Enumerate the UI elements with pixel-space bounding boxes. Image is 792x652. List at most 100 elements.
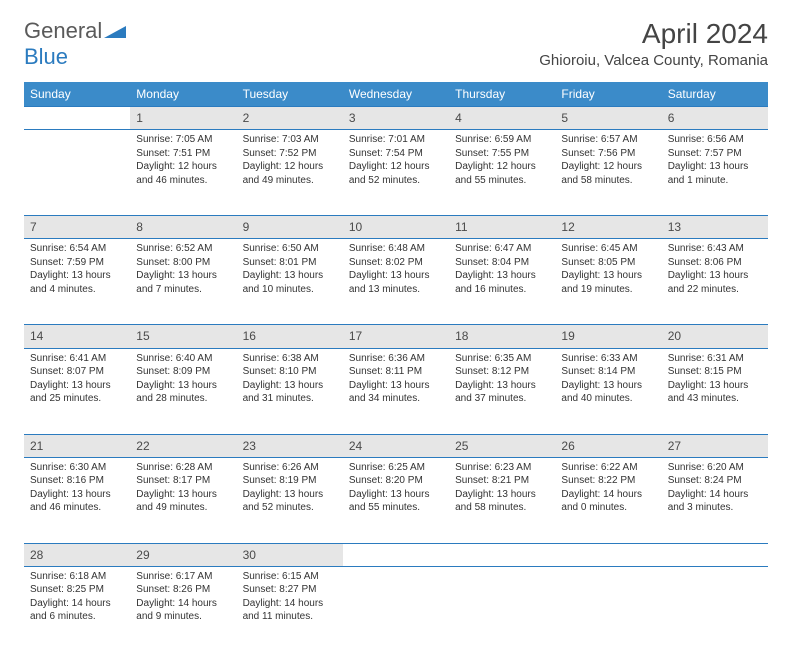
day-cell-line: Daylight: 14 hours [30, 597, 124, 611]
day-cell-line: Sunrise: 6:35 AM [455, 352, 549, 366]
day-cell-line: Sunrise: 6:33 AM [561, 352, 655, 366]
day-header-row: SundayMondayTuesdayWednesdayThursdayFrid… [24, 82, 768, 107]
day-number-cell: 13 [662, 216, 768, 239]
logo-triangle-icon [104, 18, 126, 44]
day-cell: Sunrise: 6:15 AMSunset: 8:27 PMDaylight:… [237, 566, 343, 652]
day-cell-line: Sunrise: 6:36 AM [349, 352, 443, 366]
day-cell: Sunrise: 6:26 AMSunset: 8:19 PMDaylight:… [237, 457, 343, 543]
day-cell: Sunrise: 6:23 AMSunset: 8:21 PMDaylight:… [449, 457, 555, 543]
day-cell: Sunrise: 6:57 AMSunset: 7:56 PMDaylight:… [555, 130, 661, 216]
day-cell-line: Daylight: 13 hours [243, 488, 337, 502]
day-cell-line: Daylight: 14 hours [243, 597, 337, 611]
day-cell-line: Sunrise: 6:18 AM [30, 570, 124, 584]
day-data-row: Sunrise: 6:41 AMSunset: 8:07 PMDaylight:… [24, 348, 768, 434]
day-cell-line: Sunset: 7:52 PM [243, 147, 337, 161]
day-cell-line: Sunset: 8:26 PM [136, 583, 230, 597]
day-cell [449, 566, 555, 652]
day-cell-line: and 58 minutes. [455, 501, 549, 515]
day-cell: Sunrise: 6:59 AMSunset: 7:55 PMDaylight:… [449, 130, 555, 216]
logo-text: General Blue [24, 18, 126, 70]
day-data-row: Sunrise: 7:05 AMSunset: 7:51 PMDaylight:… [24, 130, 768, 216]
day-cell-line: Sunset: 8:27 PM [243, 583, 337, 597]
day-cell-line: Sunrise: 6:43 AM [668, 242, 762, 256]
day-number-cell: 16 [237, 325, 343, 348]
day-number-cell: 17 [343, 325, 449, 348]
day-cell-line: and 25 minutes. [30, 392, 124, 406]
day-cell-line: Daylight: 13 hours [455, 269, 549, 283]
day-cell: Sunrise: 6:54 AMSunset: 7:59 PMDaylight:… [24, 239, 130, 325]
day-cell-line: Sunset: 8:05 PM [561, 256, 655, 270]
day-cell-line: Sunrise: 6:31 AM [668, 352, 762, 366]
day-number-cell: 12 [555, 216, 661, 239]
day-cell-line: and 10 minutes. [243, 283, 337, 297]
day-cell: Sunrise: 6:22 AMSunset: 8:22 PMDaylight:… [555, 457, 661, 543]
day-cell-line: Daylight: 12 hours [455, 160, 549, 174]
day-cell-line: Sunset: 8:07 PM [30, 365, 124, 379]
title-block: April 2024 Ghioroiu, Valcea County, Roma… [539, 18, 768, 69]
day-cell: Sunrise: 6:25 AMSunset: 8:20 PMDaylight:… [343, 457, 449, 543]
day-cell-line: Sunset: 8:17 PM [136, 474, 230, 488]
day-number-cell: 30 [237, 543, 343, 566]
day-cell: Sunrise: 6:35 AMSunset: 8:12 PMDaylight:… [449, 348, 555, 434]
day-number-cell: 21 [24, 434, 130, 457]
day-cell-line: and 7 minutes. [136, 283, 230, 297]
day-cell-line: and 43 minutes. [668, 392, 762, 406]
day-cell-line: Sunset: 7:57 PM [668, 147, 762, 161]
day-cell-line: and 46 minutes. [30, 501, 124, 515]
day-cell-line: Sunset: 8:12 PM [455, 365, 549, 379]
logo-word-general: General [24, 18, 102, 43]
day-number-cell: 4 [449, 107, 555, 130]
day-cell-line: and 49 minutes. [136, 501, 230, 515]
day-cell-line: and 58 minutes. [561, 174, 655, 188]
day-cell-line: and 19 minutes. [561, 283, 655, 297]
day-cell-line: Sunset: 7:59 PM [30, 256, 124, 270]
day-cell: Sunrise: 6:18 AMSunset: 8:25 PMDaylight:… [24, 566, 130, 652]
day-cell: Sunrise: 6:48 AMSunset: 8:02 PMDaylight:… [343, 239, 449, 325]
day-number-cell: 23 [237, 434, 343, 457]
day-number-cell: 7 [24, 216, 130, 239]
day-cell: Sunrise: 6:52 AMSunset: 8:00 PMDaylight:… [130, 239, 236, 325]
day-cell-line: Daylight: 13 hours [455, 488, 549, 502]
day-cell-line: and 0 minutes. [561, 501, 655, 515]
day-number-cell: 11 [449, 216, 555, 239]
day-header: Friday [555, 82, 661, 107]
day-cell-line: and 46 minutes. [136, 174, 230, 188]
day-cell-line: Daylight: 12 hours [136, 160, 230, 174]
day-header: Thursday [449, 82, 555, 107]
day-cell-line: and 52 minutes. [349, 174, 443, 188]
day-cell-line: Sunset: 7:54 PM [349, 147, 443, 161]
day-cell-line: and 3 minutes. [668, 501, 762, 515]
day-cell-line: Daylight: 14 hours [136, 597, 230, 611]
day-cell-line: Sunset: 8:19 PM [243, 474, 337, 488]
day-cell-line: Sunset: 8:01 PM [243, 256, 337, 270]
day-cell-line: Sunset: 8:02 PM [349, 256, 443, 270]
day-cell-line: Sunset: 7:55 PM [455, 147, 549, 161]
day-cell: Sunrise: 6:28 AMSunset: 8:17 PMDaylight:… [130, 457, 236, 543]
day-cell-line: Sunset: 8:09 PM [136, 365, 230, 379]
day-cell-line: and 11 minutes. [243, 610, 337, 624]
day-number-cell: 26 [555, 434, 661, 457]
day-cell-line: Sunset: 8:04 PM [455, 256, 549, 270]
day-cell-line: Daylight: 13 hours [668, 379, 762, 393]
day-cell-line: Daylight: 13 hours [668, 269, 762, 283]
day-cell-line: and 34 minutes. [349, 392, 443, 406]
day-cell: Sunrise: 7:05 AMSunset: 7:51 PMDaylight:… [130, 130, 236, 216]
day-cell-line: Daylight: 13 hours [136, 269, 230, 283]
day-cell [24, 130, 130, 216]
day-cell: Sunrise: 6:47 AMSunset: 8:04 PMDaylight:… [449, 239, 555, 325]
day-cell-line: and 28 minutes. [136, 392, 230, 406]
day-number-cell [555, 543, 661, 566]
day-cell-line: Sunset: 8:06 PM [668, 256, 762, 270]
day-number-cell: 14 [24, 325, 130, 348]
day-cell-line: Sunset: 8:14 PM [561, 365, 655, 379]
day-cell: Sunrise: 6:43 AMSunset: 8:06 PMDaylight:… [662, 239, 768, 325]
day-cell-line: and 16 minutes. [455, 283, 549, 297]
day-cell-line: Sunrise: 7:05 AM [136, 133, 230, 147]
daynum-row: 21222324252627 [24, 434, 768, 457]
day-cell-line: Daylight: 13 hours [30, 379, 124, 393]
location-text: Ghioroiu, Valcea County, Romania [539, 52, 768, 69]
day-cell-line: Daylight: 13 hours [349, 379, 443, 393]
day-cell-line: Daylight: 12 hours [349, 160, 443, 174]
day-cell: Sunrise: 6:40 AMSunset: 8:09 PMDaylight:… [130, 348, 236, 434]
day-cell-line: Daylight: 13 hours [30, 488, 124, 502]
